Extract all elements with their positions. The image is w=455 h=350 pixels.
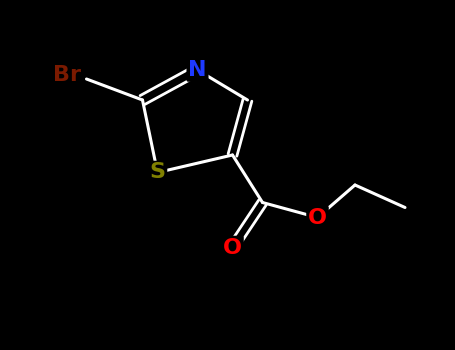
Text: S: S — [150, 162, 166, 182]
Text: O: O — [308, 208, 327, 228]
Text: Br: Br — [54, 65, 81, 85]
Text: O: O — [223, 238, 242, 258]
Text: N: N — [188, 60, 207, 80]
